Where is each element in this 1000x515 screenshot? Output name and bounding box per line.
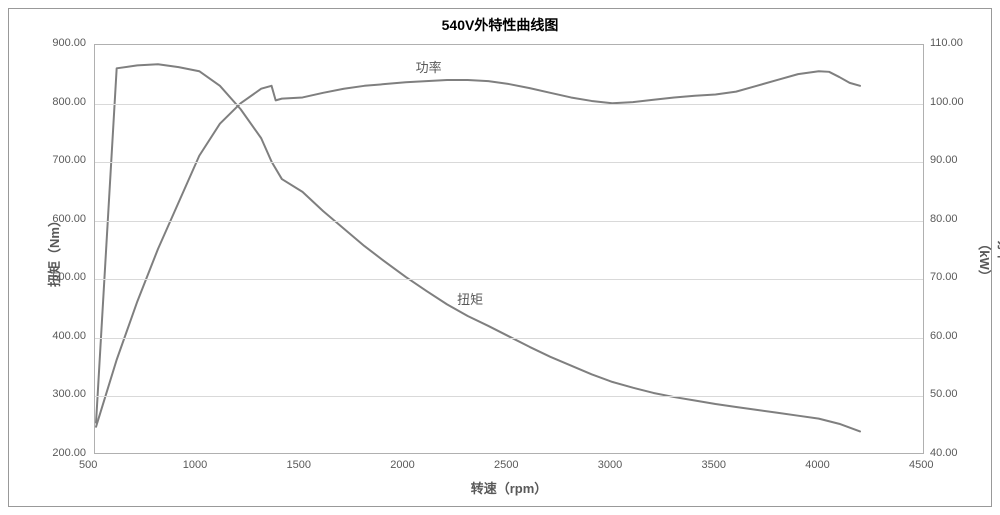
grid-line <box>95 104 923 105</box>
y2-tick-label: 60.00 <box>930 330 958 342</box>
y1-tick-label: 700.00 <box>52 154 86 166</box>
plot-area <box>94 44 924 454</box>
chart-svg <box>95 45 923 453</box>
torque-series-label: 扭矩 <box>457 289 483 308</box>
torque-line <box>96 64 860 431</box>
x-tick-label: 1000 <box>183 459 207 471</box>
y1-tick-label: 400.00 <box>52 330 86 342</box>
x-tick-label: 4000 <box>805 459 829 471</box>
x-tick-label: 3500 <box>702 459 726 471</box>
y2-tick-label: 90.00 <box>930 154 958 166</box>
y2-tick-label: 70.00 <box>930 271 958 283</box>
y1-tick-label: 900.00 <box>52 37 86 49</box>
y2-tick-label: 50.00 <box>930 388 958 400</box>
x-tick-label: 2000 <box>390 459 414 471</box>
x-tick-label: 3000 <box>598 459 622 471</box>
x-tick-label: 2500 <box>494 459 518 471</box>
y1-tick-label: 800.00 <box>52 96 86 108</box>
x-tick-label: 1500 <box>287 459 311 471</box>
y1-tick-label: 500.00 <box>52 271 86 283</box>
chart-title: 540V外特性曲线图 <box>9 15 991 35</box>
power-line <box>96 71 860 427</box>
y1-tick-label: 300.00 <box>52 388 86 400</box>
y2-axis-title: 功率（kW） <box>976 237 1000 283</box>
power-series-label: 功率 <box>416 57 442 76</box>
grid-line <box>95 338 923 339</box>
grid-line <box>95 221 923 222</box>
x-tick-label: 4500 <box>909 459 933 471</box>
y2-tick-label: 110.00 <box>930 37 963 49</box>
y1-tick-label: 200.00 <box>52 447 86 459</box>
y2-tick-label: 100.00 <box>930 96 964 108</box>
grid-line <box>95 279 923 280</box>
x-tick-label: 500 <box>79 459 97 471</box>
x-axis-title: 转速（rpm） <box>94 478 924 497</box>
grid-line <box>95 396 923 397</box>
y2-tick-label: 80.00 <box>930 213 958 225</box>
grid-line <box>95 162 923 163</box>
y1-tick-label: 600.00 <box>52 213 86 225</box>
y2-tick-label: 40.00 <box>930 447 958 459</box>
chart-container: 540V外特性曲线图 扭矩（Nm） 功率（kW） 转速（rpm） 200.003… <box>8 8 992 507</box>
